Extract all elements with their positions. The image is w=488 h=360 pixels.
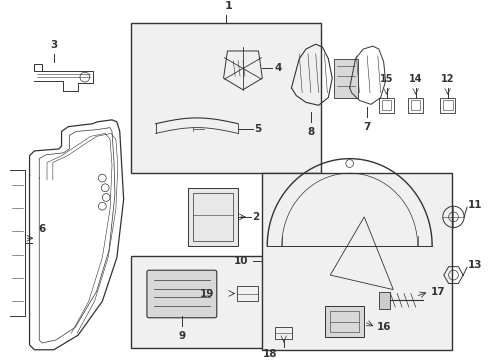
Bar [381,100,390,110]
FancyBboxPatch shape [146,270,216,318]
Text: 1: 1 [224,1,232,11]
Text: 8: 8 [306,127,314,137]
Bar [333,59,358,98]
Text: 5: 5 [254,123,261,134]
Bar [192,193,233,241]
Text: 19: 19 [199,288,213,298]
Text: 4: 4 [273,63,281,73]
Text: 7: 7 [363,122,370,132]
Bar [187,188,238,246]
Text: 3: 3 [50,40,57,50]
Bar [329,311,359,332]
Text: 16: 16 [376,323,390,332]
Bar [439,98,454,113]
Text: 13: 13 [467,260,482,270]
Bar [410,100,420,110]
Bar [442,100,451,110]
Text: 12: 12 [440,74,453,84]
Text: 11: 11 [467,200,482,210]
Bar [274,328,292,339]
Bar [378,98,393,113]
Text: 2: 2 [251,212,259,222]
Bar [131,23,320,173]
Bar [325,306,364,337]
Text: 18: 18 [263,349,277,359]
Text: 17: 17 [430,287,445,297]
Text: 15: 15 [379,74,392,84]
Bar [131,256,281,348]
Text: 6: 6 [38,224,45,234]
Bar [262,173,450,350]
Bar [378,292,389,309]
Bar [407,98,423,113]
Text: 14: 14 [408,74,422,84]
Text: 10: 10 [234,256,248,266]
Text: 9: 9 [178,331,185,341]
